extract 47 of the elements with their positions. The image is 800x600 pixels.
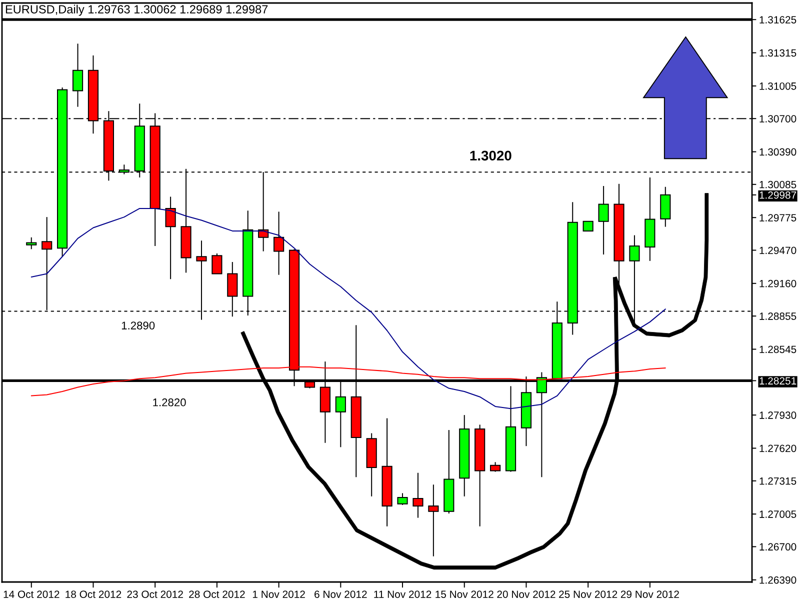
y-tick-label: 1.27620 <box>760 444 796 452</box>
y-tick-label: 1.30700 <box>760 115 796 122</box>
y-tick-label: 1.29160 <box>760 280 796 288</box>
candlestick <box>397 492 408 506</box>
y-tick-label: 1.28251 <box>760 377 796 385</box>
candlestick <box>165 196 176 280</box>
x-tick-label: 18 Oct 2012 <box>66 590 122 598</box>
candlestick <box>660 186 671 228</box>
candlestick <box>582 220 594 232</box>
x-tick-label: 11 Nov 2012 <box>374 590 432 598</box>
y-tick-label: 1.30390 <box>760 148 796 156</box>
candlestick <box>490 462 501 472</box>
x-tick-label: 20 Nov 2012 <box>497 590 556 598</box>
candlestick <box>212 252 222 274</box>
annotation: 1.2820 <box>153 398 186 406</box>
x-tick-label: 29 Nov 2012 <box>620 590 679 598</box>
y-tick-label: 1.27005 <box>760 510 796 518</box>
y-tick-label: 1.31625 <box>760 16 796 24</box>
y-tick-label: 1.27930 <box>760 412 796 419</box>
y-tick-label: 1.27315 <box>760 477 796 485</box>
chart-title: EURUSD,Daily 1.29763 1.30062 1.29689 1.29987 <box>6 4 268 16</box>
candlestick <box>72 43 84 108</box>
ref-line-label: 1.2890 <box>122 322 155 330</box>
y-tick-label: 1.29987 <box>760 191 796 199</box>
y-tick-label: 1.28855 <box>760 312 796 320</box>
y-tick-label: 1.26700 <box>760 543 796 551</box>
ref-line-label: 1.3020 <box>470 150 512 161</box>
y-tick-label: 1.28545 <box>760 346 796 354</box>
y-tick-label: 1.29470 <box>760 246 796 254</box>
candlestick <box>428 484 439 557</box>
x-tick-label: 1 Nov 2012 <box>252 590 305 598</box>
x-tick-label: 23 Oct 2012 <box>127 590 183 598</box>
x-tick-label: 28 Oct 2012 <box>189 590 245 598</box>
candlestick <box>26 236 37 250</box>
candlestick <box>274 211 284 276</box>
x-tick-label: 25 Nov 2012 <box>559 590 618 598</box>
y-tick-label: 1.26390 <box>760 576 796 584</box>
candlestick <box>412 472 424 518</box>
y-tick-label: 1.31315 <box>760 49 796 57</box>
candlestick <box>598 186 609 256</box>
y-tick-label: 1.31005 <box>760 82 796 90</box>
line-series <box>30 208 666 410</box>
x-tick-label: 14 Oct 2012 <box>4 590 60 598</box>
x-tick-label: 15 Nov 2012 <box>436 590 494 598</box>
y-tick-label: 1.29775 <box>760 214 796 222</box>
x-tick-label: 6 Nov 2012 <box>314 590 367 598</box>
y-tick-label: 1.30085 <box>760 180 796 188</box>
